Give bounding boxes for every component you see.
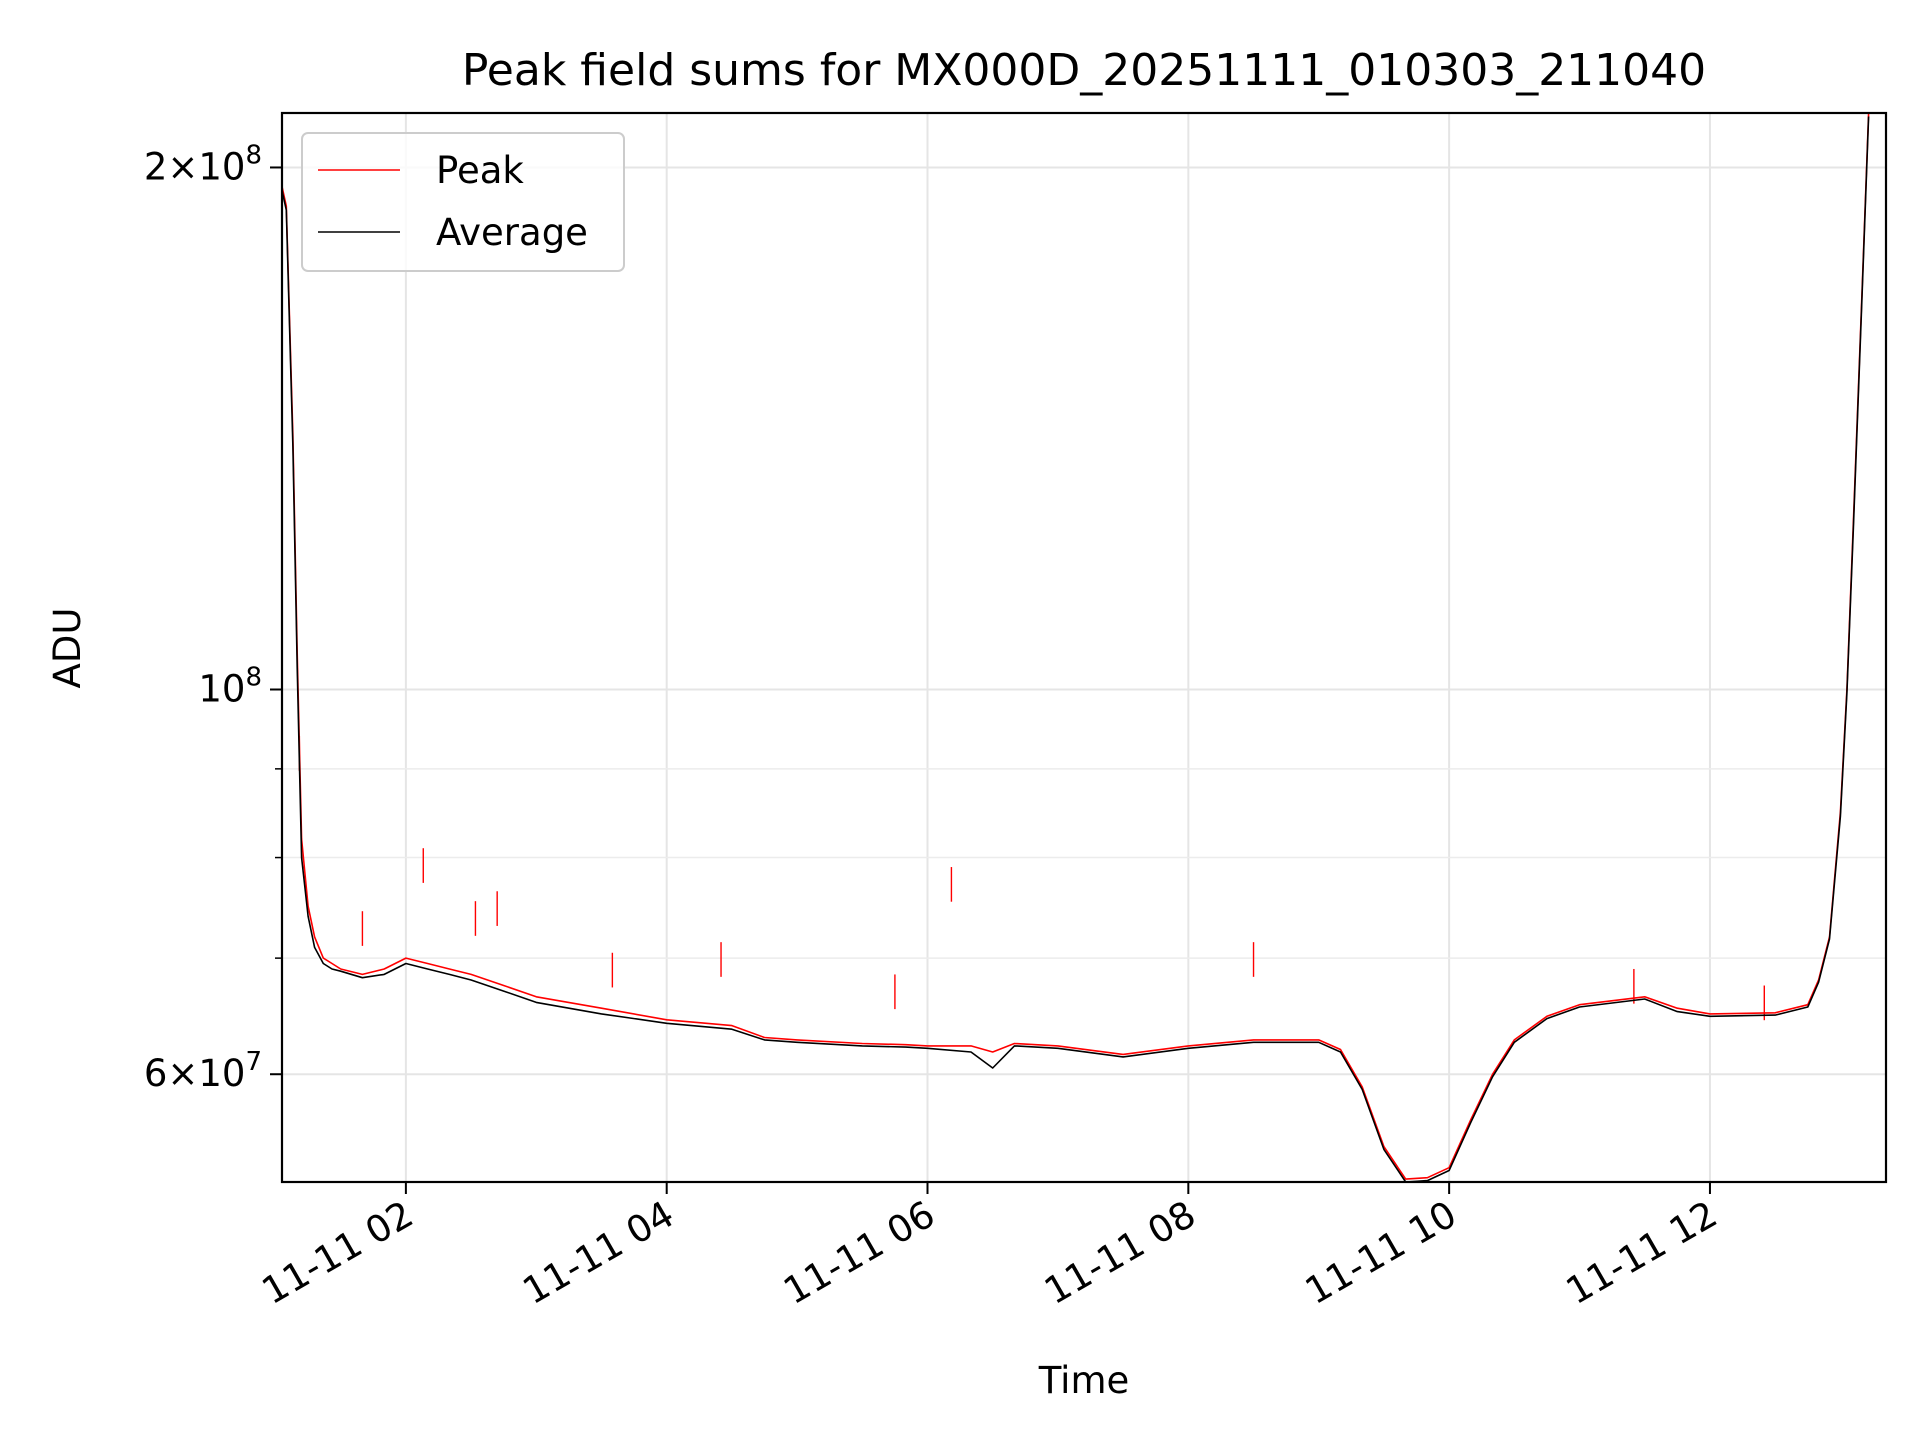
y-axis-label: ADU (46, 608, 89, 689)
y-tick-label: 108 (198, 663, 262, 711)
y-tick-label: 2×108 (144, 140, 262, 188)
chart-title: Peak field sums for MX000D_20251111_0103… (462, 45, 1706, 96)
legend-box (301, 132, 625, 272)
legend-label-average: Average (436, 211, 588, 254)
x-axis-label: Time (1038, 1359, 1130, 1402)
legend-label-peak: Peak (436, 149, 524, 192)
series-lines (282, 113, 1870, 1182)
series-line-peak (282, 113, 1870, 1180)
grid (282, 113, 1886, 1182)
legend: Peak Average (301, 132, 625, 272)
y-tick-label: 6×107 (144, 1047, 262, 1095)
series-line-average (282, 116, 1870, 1182)
plot-frame (280, 111, 1888, 1184)
